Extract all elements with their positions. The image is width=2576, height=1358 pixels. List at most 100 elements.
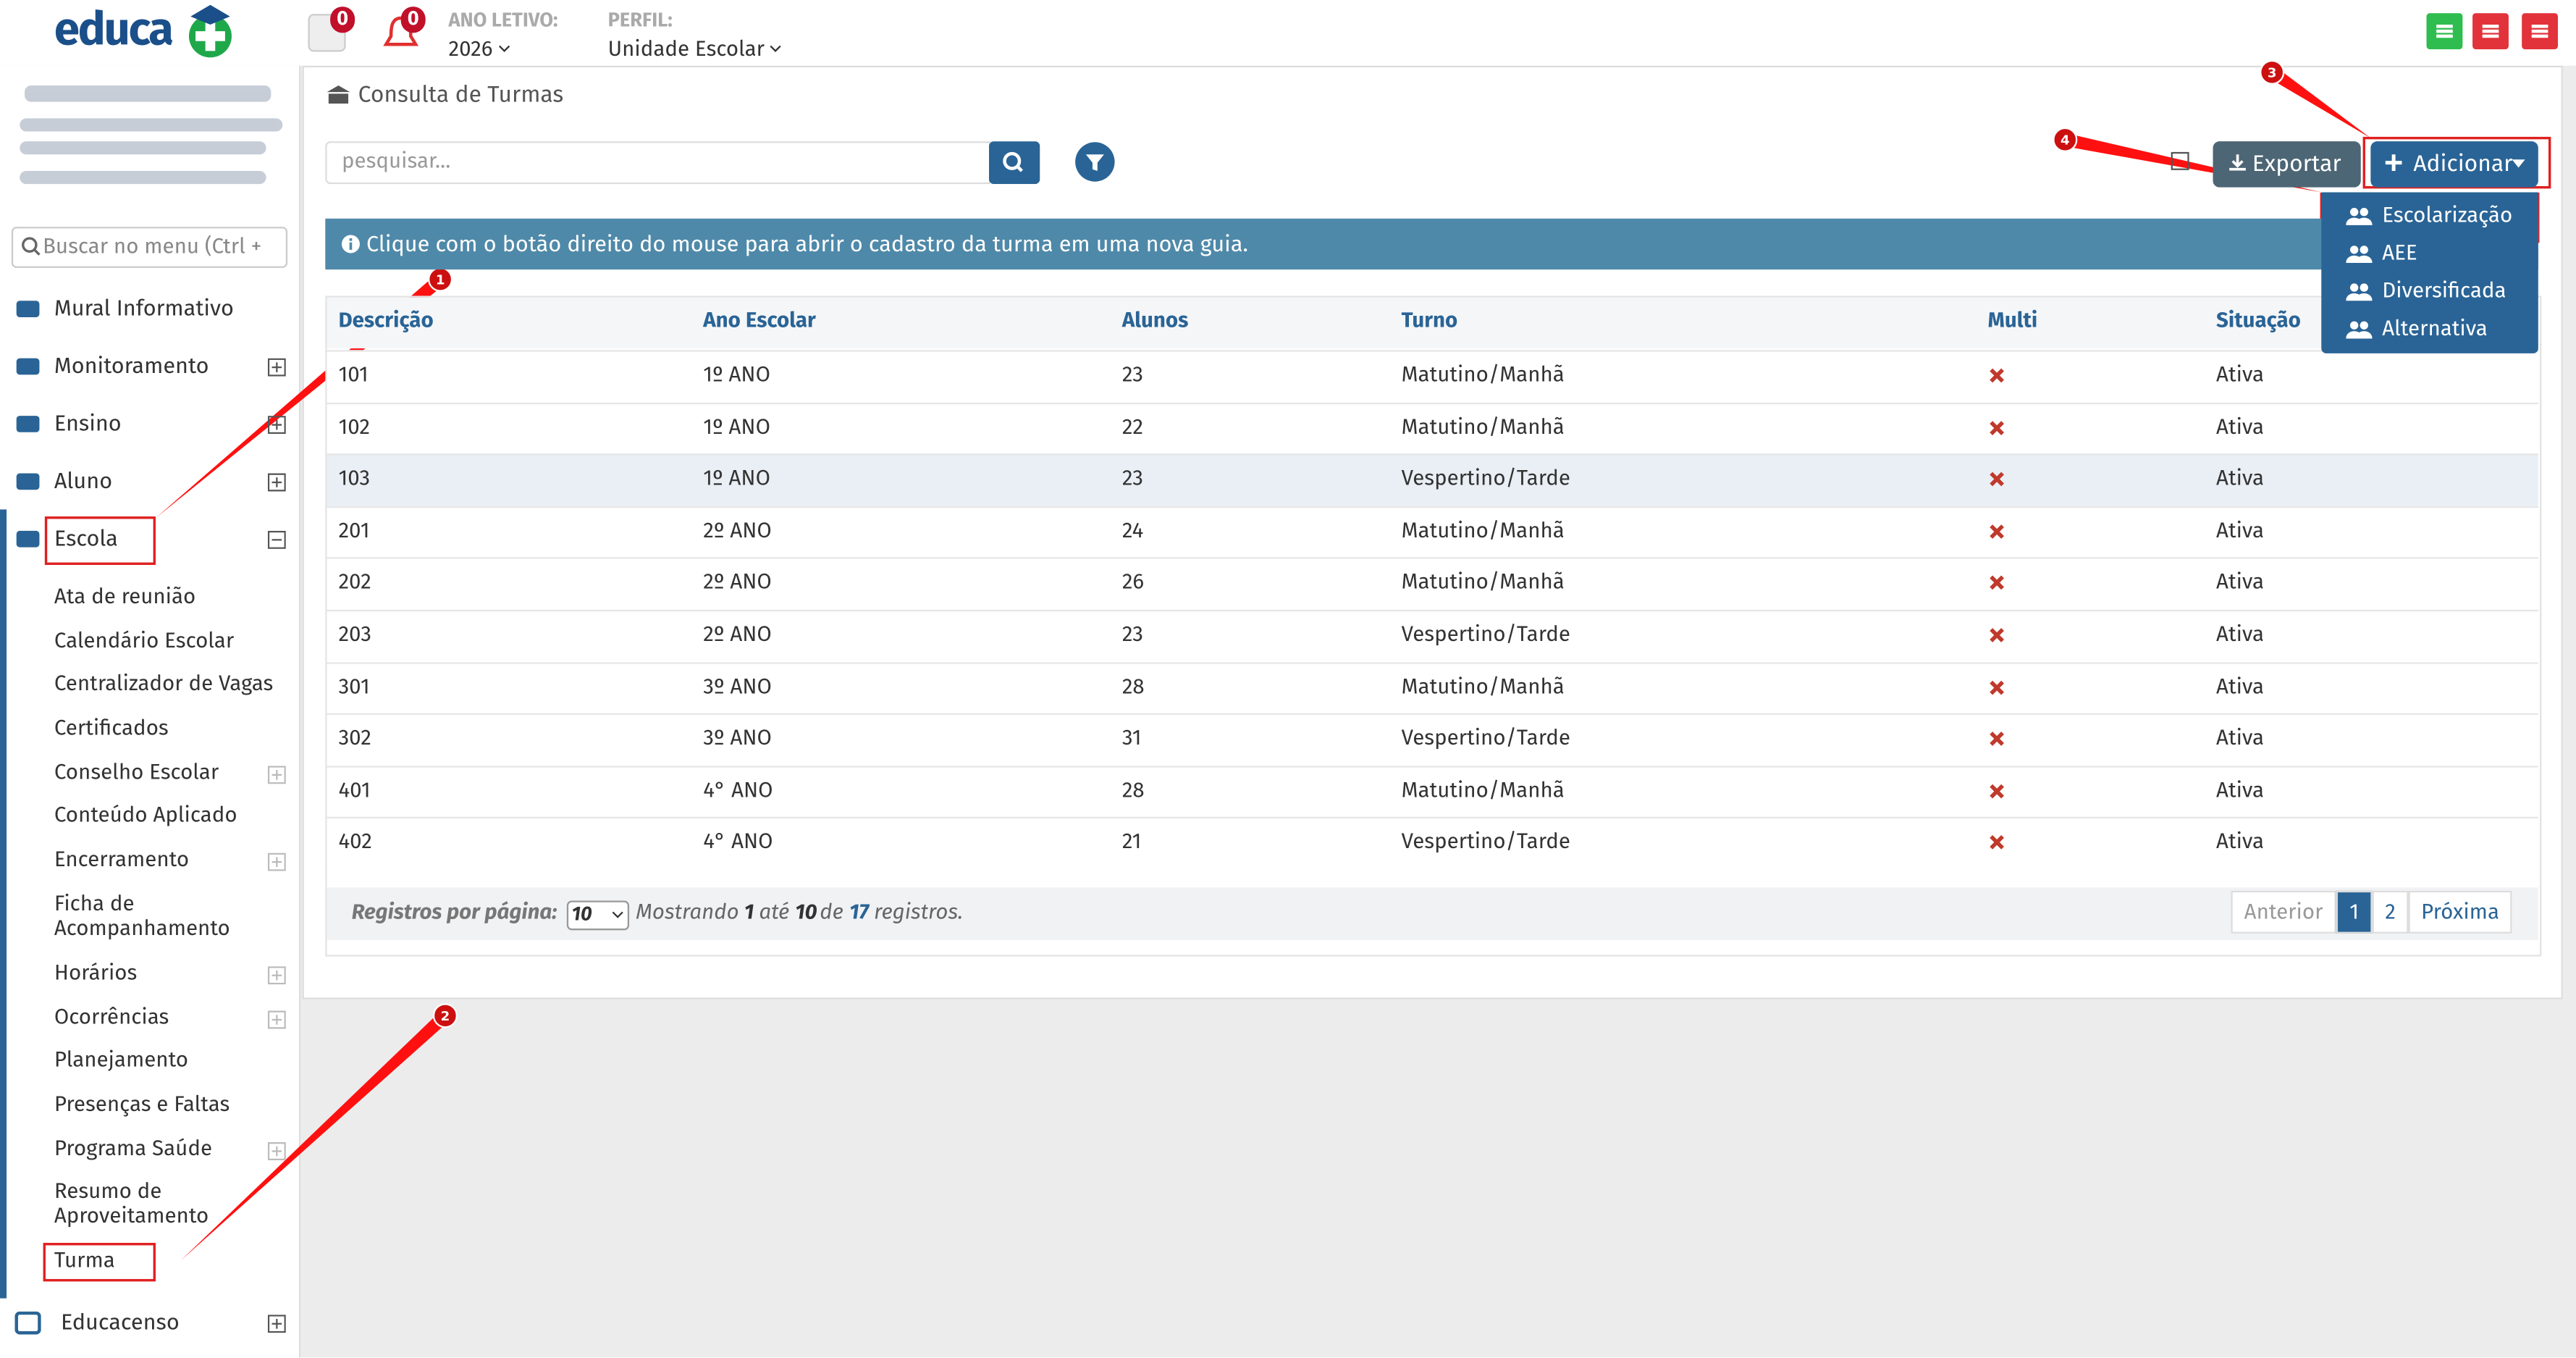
table-cell: 302	[338, 726, 371, 752]
ano-letivo-label: ANO LETIVO:	[448, 9, 558, 33]
table-frame	[325, 296, 2542, 957]
table-cell: Matutino/Manhã	[1401, 674, 1565, 700]
submenu-item[interactable]: Turma	[54, 1249, 115, 1274]
table-cell: 3º ANO	[703, 674, 772, 700]
expand-icon	[267, 966, 286, 985]
table-row[interactable]	[327, 765, 2538, 818]
submenu-item[interactable]: Programa Saúde	[54, 1137, 213, 1162]
menu-item[interactable]: Aluno	[54, 466, 113, 495]
menu-item[interactable]: Monitoramento	[54, 351, 209, 380]
submenu-item[interactable]: Encerramento	[54, 847, 190, 873]
table-row[interactable]	[327, 506, 2538, 559]
info-icon	[341, 235, 360, 253]
pagination-button[interactable]: 2	[2372, 890, 2409, 934]
menu-item[interactable]: Mural Informativo	[54, 294, 234, 322]
submenu-item[interactable]: Presenças e Faltas	[54, 1092, 230, 1118]
menu-item[interactable]: Ensino	[54, 409, 122, 437]
table-cell: 21	[1121, 830, 1142, 855]
submenu-item[interactable]: Centralizador de Vagas	[54, 672, 274, 697]
table-row[interactable]	[327, 817, 2538, 871]
download-icon	[2229, 154, 2246, 171]
expand-icon	[267, 766, 286, 784]
menu-item[interactable]: Educacenso	[60, 1308, 180, 1336]
table-row[interactable]	[327, 350, 2538, 403]
table-row[interactable]	[327, 558, 2538, 611]
expand-icon	[267, 1010, 286, 1029]
footer-text: 1	[744, 900, 754, 926]
page-icon	[327, 85, 350, 104]
table-cell: Ativa	[2216, 726, 2265, 752]
table-cell: 402	[338, 830, 372, 855]
footer-text: Mostrando	[636, 900, 739, 926]
table-row[interactable]	[327, 402, 2538, 455]
submenu-item[interactable]: Certificados	[54, 716, 169, 742]
menu-search[interactable]: Buscar no menu (Ctrl +	[11, 227, 288, 268]
multi-no-icon	[1990, 472, 2004, 487]
table-cell: Ativa	[2216, 415, 2265, 440]
search-button[interactable]	[989, 141, 1040, 185]
table-cell: 1º ANO	[703, 415, 771, 440]
submenu-item[interactable]: Resumo de Aproveitamento	[54, 1180, 209, 1230]
submenu-item[interactable]: Horários	[54, 961, 138, 986]
table-cell: 102	[338, 415, 370, 440]
table-cell: 28	[1121, 674, 1145, 700]
table-row[interactable]	[327, 661, 2538, 715]
export-button[interactable]: Exportar	[2213, 141, 2361, 188]
column-header[interactable]: Ano Escolar	[703, 309, 816, 334]
logout-button[interactable]	[2472, 13, 2509, 50]
perfil[interactable]: Unidade Escolar	[607, 38, 765, 63]
expand-icon	[267, 852, 286, 871]
menu-icon	[16, 473, 40, 490]
column-header[interactable]: Situação	[2216, 309, 2301, 334]
expand-icon	[267, 473, 286, 492]
submenu-item[interactable]: Conselho Escolar	[54, 760, 219, 786]
dropdown-item[interactable]: Escolarização	[2382, 204, 2513, 229]
menu-button[interactable]	[2522, 13, 2559, 50]
submenu-item[interactable]: Calendário Escolar	[54, 629, 235, 655]
submenu-item[interactable]: Conteúdo Aplicado	[54, 803, 237, 829]
whatsapp-button[interactable]	[2426, 13, 2463, 50]
table-cell: Matutino/Manhã	[1401, 779, 1565, 804]
column-header[interactable]: Multi	[1987, 309, 2038, 334]
chevron	[612, 911, 623, 918]
table-cell: 23	[1121, 623, 1143, 648]
submenu-item[interactable]: Ficha de Acompanhamento	[54, 892, 230, 942]
logo: educa	[54, 3, 174, 58]
dropdown-item[interactable]: AEE	[2382, 241, 2417, 267]
column-header[interactable]: Turno	[1401, 309, 1458, 334]
pagination-button[interactable]: 1	[2336, 890, 2373, 934]
submenu-item[interactable]: Ocorrências	[54, 1005, 169, 1031]
table-cell: Ativa	[2216, 779, 2265, 804]
footer-text: 10	[795, 900, 817, 926]
multi-no-icon	[1990, 784, 2004, 798]
submenu-item[interactable]: Planejamento	[54, 1048, 189, 1073]
submenu-item[interactable]: Ata de reunião	[54, 584, 196, 610]
table-cell: 24	[1121, 519, 1144, 544]
dropdown-item[interactable]: Diversificada	[2382, 279, 2506, 304]
table-cell: Ativa	[2216, 519, 2265, 544]
table-cell: Vespertino/Tarde	[1401, 726, 1570, 752]
menu-item[interactable]: Escola	[54, 524, 118, 553]
table-row[interactable]	[327, 713, 2538, 766]
ano-letivo[interactable]: 2026	[448, 38, 493, 63]
filter-button[interactable]	[1074, 141, 1116, 183]
multi-no-icon	[1990, 576, 2004, 591]
pagination-button[interactable]: Anterior	[2231, 890, 2336, 934]
table-cell: Vespertino/Tarde	[1401, 466, 1570, 492]
table-cell: 201	[338, 519, 370, 544]
search-input[interactable]: pesquisar...	[325, 141, 991, 185]
table-row[interactable]	[327, 609, 2538, 663]
table-cell: 401	[338, 779, 371, 804]
table-row-highlighted[interactable]	[327, 453, 2538, 507]
columns-icon	[2171, 151, 2189, 170]
pagination-button[interactable]: Próxima	[2408, 890, 2512, 934]
dropdown-item[interactable]: Alternativa	[2382, 317, 2488, 342]
annotation-marker	[432, 1003, 458, 1028]
table-cell: Vespertino/Tarde	[1401, 623, 1570, 648]
table-cell: 23	[1121, 466, 1143, 492]
table-cell: 22	[1121, 415, 1144, 440]
column-header[interactable]: Descrição	[338, 309, 434, 334]
column-header[interactable]: Alunos	[1121, 309, 1189, 334]
